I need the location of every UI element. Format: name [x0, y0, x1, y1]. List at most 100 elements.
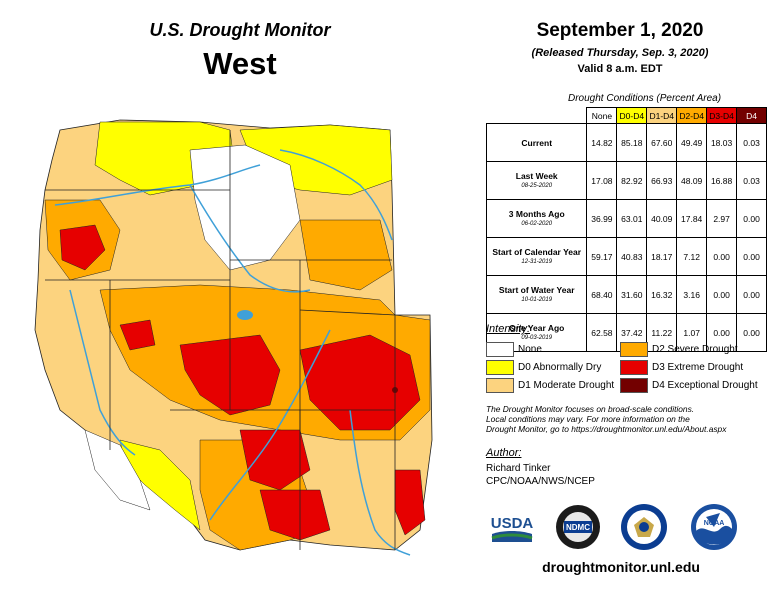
table-caption: Drought Conditions (Percent Area): [568, 93, 722, 104]
commerce-seal-logo: [620, 503, 668, 551]
disclaimer-note: The Drought Monitor focuses on broad-sca…: [486, 404, 756, 434]
table-cell: 0.03: [736, 161, 767, 200]
table-cell: 2.97: [706, 199, 738, 238]
table-cell: 62.58: [586, 313, 618, 352]
column-header-d1-d4: D1-D4: [646, 107, 678, 124]
legend-label: None: [518, 344, 542, 355]
river-sacramento: [69, 289, 136, 456]
table-cell: 31.60: [616, 275, 648, 314]
table-cell: 7.12: [676, 237, 708, 276]
table-row: 3 Months Ago 06-02-2020 36.99 63.01 40.09…: [485, 199, 767, 238]
table-cell: 1.07: [676, 313, 708, 352]
table-corner: [487, 108, 587, 124]
legend-item-none: None: [486, 342, 542, 357]
note-line: The Drought Monitor focuses on broad-sca…: [486, 404, 695, 414]
table-cell: 14.82: [586, 123, 618, 162]
state-boundaries: [45, 130, 396, 550]
valid-time: Valid 8 a.m. EDT: [577, 63, 663, 75]
great-salt-lake: [237, 310, 253, 320]
table-cell: 0.00: [736, 199, 767, 238]
legend-swatch: [620, 378, 648, 393]
row-label: 3 Months Ago 06-02-2020: [485, 199, 588, 238]
table-cell: 0.00: [736, 313, 767, 352]
legend-label: D2 Severe Drought: [652, 344, 738, 355]
river-snake: [189, 184, 311, 293]
column-header-d4: D4: [736, 107, 767, 124]
table-row: Last Week 08-25-2020 17.08 82.92 66.93 48…: [485, 161, 767, 200]
river-missouri: [279, 149, 393, 241]
table-cell: 17.08: [586, 161, 618, 200]
drought-map: [34, 119, 433, 556]
table-cell: 18.17: [646, 237, 678, 276]
author-name: Richard Tinker: [486, 463, 551, 474]
region-title: West: [203, 46, 277, 81]
table-cell: 18.03: [706, 123, 738, 162]
table-cell: 0.00: [706, 237, 738, 276]
table-cell: 0.00: [736, 237, 767, 276]
river-columbia: [54, 164, 261, 206]
river-colorado: [209, 329, 331, 521]
legend-swatch: [486, 378, 514, 393]
table-cell: 16.88: [706, 161, 738, 200]
author-block: Richard Tinker CPC/NOAA/NWS/NCEP: [486, 462, 595, 488]
column-header-d3-d4: D3-D4: [706, 107, 738, 124]
noaa-logo-text: NOAA: [704, 520, 725, 527]
table-row: Start of Water Year 10-01-2019 68.40 31.6…: [485, 275, 767, 314]
usda-logo-text: USDA: [491, 515, 534, 532]
release-date: (Released Thursday, Sep. 3, 2020): [531, 47, 709, 59]
table-cell: 40.83: [616, 237, 648, 276]
legend-swatch: [486, 342, 514, 357]
table-cell: 59.17: [586, 237, 618, 276]
column-header-d2-d4: D2-D4: [676, 107, 708, 124]
table-cell: 49.49: [676, 123, 708, 162]
table-cell: 82.92: [616, 161, 648, 200]
legend-item-d2: D2 Severe Drought: [620, 342, 738, 357]
website-url: droughtmonitor.unl.edu: [542, 559, 700, 575]
table-cell: 68.40: [586, 275, 618, 314]
table-cell: 63.01: [616, 199, 648, 238]
table-cell: 0.00: [706, 275, 738, 314]
table-cell: 16.32: [646, 275, 678, 314]
table-cell: 0.03: [736, 123, 767, 162]
table-cell: 40.09: [646, 199, 678, 238]
column-header-none: None: [586, 107, 618, 124]
column-header-d0-d4: D0-D4: [616, 107, 648, 124]
map-date: September 1, 2020: [536, 20, 704, 41]
legend-item-d4: D4 Exceptional Drought: [620, 378, 758, 393]
legend-label: D0 Abnormally Dry: [518, 362, 602, 373]
legend-swatch: [486, 360, 514, 375]
legend-label: D4 Exceptional Drought: [652, 380, 758, 391]
map-title: U.S. Drought Monitor: [149, 20, 331, 40]
table-cell: 48.09: [676, 161, 708, 200]
table-cell: 67.60: [646, 123, 678, 162]
note-line: Drought Monitor, go to https://droughtmo…: [486, 424, 727, 434]
legend-swatch: [620, 342, 648, 357]
row-label: Start of Water Year 10-01-2019: [485, 275, 588, 314]
table-cell: 66.93: [646, 161, 678, 200]
table-cell: 0.00: [736, 275, 767, 314]
legend-label: D3 Extreme Drought: [652, 362, 744, 373]
table-cell: 85.18: [616, 123, 648, 162]
ndmc-logo: NDMC: [555, 504, 601, 550]
d3-nevada-west: [119, 319, 156, 351]
d3-four-corners: [239, 429, 311, 491]
row-label: Current: [485, 123, 588, 162]
none-southern-california: [84, 429, 151, 511]
table-cell: 0.00: [706, 313, 738, 352]
table-row: Current 14.82 85.18 67.60 49.49 18.03 0.…: [485, 123, 767, 162]
table-cell: 36.99: [586, 199, 618, 238]
table-row: Start of Calendar Year 12-31-2019 59.17 4…: [485, 237, 767, 276]
row-label: Start of Calendar Year 12-31-2019: [485, 237, 588, 276]
legend-swatch: [620, 360, 648, 375]
legend-item-d0: D0 Abnormally Dry: [486, 360, 601, 375]
legend-item-d1: D1 Moderate Drought: [486, 378, 614, 393]
legend-label: D1 Moderate Drought: [518, 380, 615, 391]
d3-colorado: [299, 334, 421, 431]
author-heading: Author:: [486, 447, 522, 459]
drought-conditions-table: None D0-D4 D1-D4 D2-D4 D3-D4 D4 Current …: [485, 107, 767, 352]
row-label: Last Week 08-25-2020: [485, 161, 588, 200]
table-cell: 11.22: [646, 313, 678, 352]
d3-arizona-south: [259, 489, 331, 541]
d2-wyoming: [299, 219, 393, 291]
table-cell: 3.16: [676, 275, 708, 314]
